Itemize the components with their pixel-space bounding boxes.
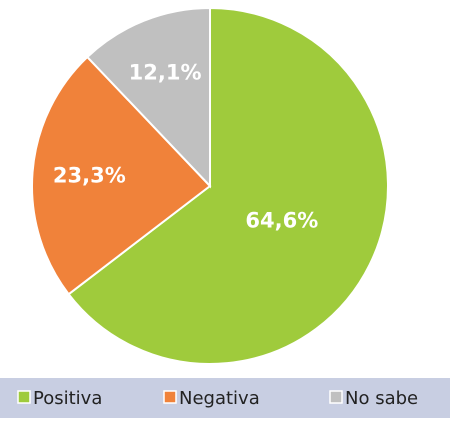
pie-slice [85, 6, 211, 189]
legend-marker [17, 390, 31, 404]
legend-label: Negativa [179, 388, 260, 409]
value-label: 12,1% [129, 61, 202, 85]
value-label: 64,6% [245, 208, 318, 232]
value-label: 23,3% [53, 164, 126, 188]
legend-label: No sabe [345, 388, 418, 409]
legend-marker [329, 390, 343, 404]
legend-background [0, 378, 450, 418]
pie-slice [31, 55, 212, 296]
pie-slice [67, 6, 389, 365]
legend-label: Positiva [33, 388, 102, 409]
legend-marker [163, 390, 177, 404]
